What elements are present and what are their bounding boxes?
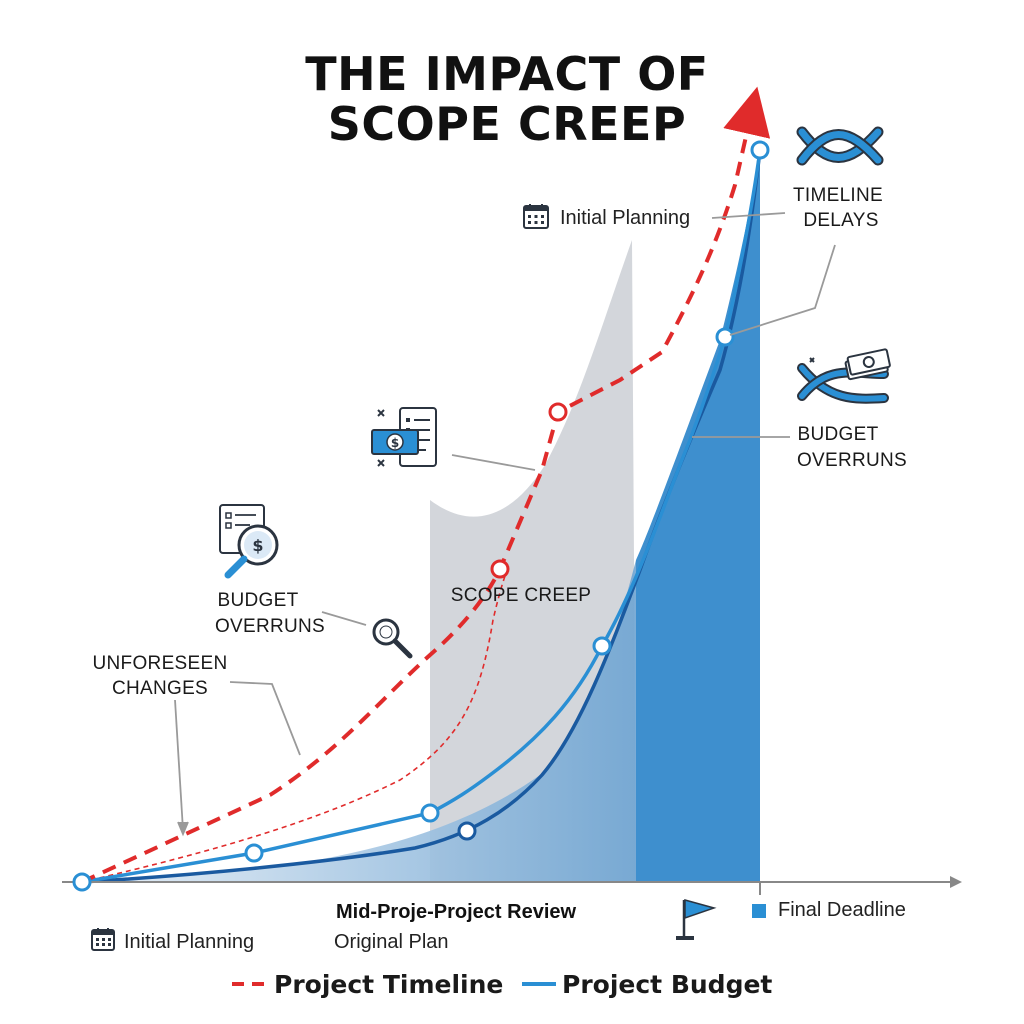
x-label-initial-planning: Initial Planning — [124, 931, 254, 953]
x-label-final-deadline: Final Deadline — [778, 899, 906, 921]
project-budget-line — [81, 149, 762, 884]
x-axis-arrow — [950, 876, 962, 888]
crossed-arrows-icon — [796, 126, 884, 166]
timeline-point — [548, 402, 568, 422]
budget-base-line — [81, 149, 762, 884]
leader-scope-icon — [451, 454, 536, 471]
legend-budget-label: Project Budget — [562, 970, 772, 999]
leader-unforeseen-arrow — [177, 821, 189, 837]
annotation-timeline-delays-2: DELAYS — [803, 210, 878, 231]
annotation-scope-creep: SCOPE CREEP — [451, 585, 592, 606]
annotation-unforeseen-2: CHANGES — [112, 678, 208, 699]
budget-search-icon: $ — [219, 504, 279, 579]
svg-text:$: $ — [252, 536, 263, 555]
legend: Project Timeline Project Budget — [232, 970, 772, 999]
flag-icon — [676, 899, 717, 940]
annotation-budget-left-2: OVERRUNS — [215, 616, 325, 637]
annotation-budget-left-1: BUDGET — [218, 590, 299, 611]
budget-point — [715, 327, 735, 347]
budget-point — [72, 872, 92, 892]
budget-point — [420, 803, 440, 823]
legend-timeline-label: Project Timeline — [274, 970, 503, 999]
money-document-icon: $ — [371, 407, 437, 467]
timeline-markers — [490, 402, 568, 579]
annotation-unforeseen-1: UNFORESEEN — [93, 653, 228, 674]
budget-point — [592, 636, 612, 656]
calendar-icon — [91, 928, 115, 951]
budget-point — [457, 821, 477, 841]
budget-growth-area — [82, 560, 636, 882]
project-timeline-line — [81, 86, 771, 884]
svg-text:$: $ — [391, 436, 399, 450]
leader-budget-left — [321, 611, 367, 626]
cash-overrun-icon — [797, 348, 891, 404]
secondary-timeline-line — [81, 567, 509, 883]
annotation-timeline-delays-1: TIMELINE — [793, 185, 883, 206]
annotation-initial-planning-top: Initial Planning — [560, 207, 690, 229]
chart-title-line-2: SCOPE CREEP — [328, 97, 686, 151]
calendar-icon — [523, 204, 549, 229]
leader-timeline-delays — [729, 244, 836, 336]
timeline-point — [490, 559, 510, 579]
search-icon — [372, 618, 413, 659]
annotation-budget-right-1: BUDGET — [798, 424, 879, 445]
x-label-mid-project-review: Mid-Proje-Project Review — [336, 901, 577, 923]
budget-point — [244, 843, 264, 863]
budget-markers — [72, 140, 770, 892]
leader-unforeseen — [174, 699, 184, 831]
leader-unforeseen-2 — [229, 681, 301, 756]
budget-point — [750, 140, 770, 160]
chart-title-line-1: THE IMPACT OF — [305, 47, 708, 101]
annotation-budget-right-2: OVERRUNS — [797, 450, 907, 471]
leader-initial-planning — [711, 212, 786, 219]
final-deadline-square-icon — [752, 904, 766, 918]
x-label-original-plan: Original Plan — [334, 931, 449, 953]
